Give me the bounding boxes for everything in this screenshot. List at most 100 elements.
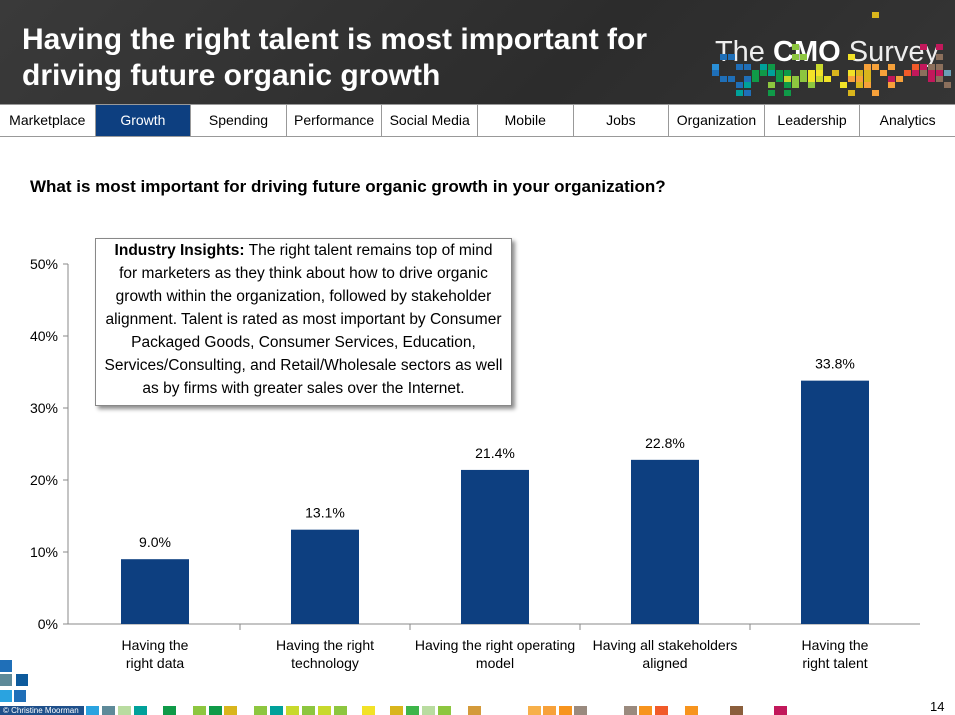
logo-pixel bbox=[864, 64, 871, 70]
logo-pixel bbox=[936, 70, 943, 76]
logo-pixel bbox=[856, 70, 863, 76]
logo-pixel bbox=[936, 76, 943, 82]
decor-square bbox=[209, 706, 222, 715]
decor-square bbox=[16, 674, 28, 686]
logo-pixel bbox=[936, 64, 943, 70]
decor-square bbox=[270, 706, 283, 715]
decor-square bbox=[318, 706, 331, 715]
logo-pixel bbox=[920, 64, 927, 70]
logo-pixel bbox=[944, 70, 951, 76]
logo-pixel bbox=[744, 90, 751, 96]
logo-pixel bbox=[808, 70, 815, 76]
data-label: 22.8% bbox=[645, 435, 685, 451]
logo-pixel bbox=[800, 54, 807, 60]
logo-pixel bbox=[720, 76, 727, 82]
decor-square bbox=[438, 706, 451, 715]
logo-pixel bbox=[784, 90, 791, 96]
x-category-label: Having the right technology bbox=[276, 637, 374, 671]
logo-pixel bbox=[864, 82, 871, 88]
data-label: 13.1% bbox=[305, 505, 345, 521]
bar bbox=[631, 459, 699, 624]
logo-pixel bbox=[768, 90, 775, 96]
decor-square bbox=[254, 706, 267, 715]
logo-pixel bbox=[760, 64, 767, 70]
logo-pixel bbox=[744, 64, 751, 70]
tab-mobile[interactable]: Mobile bbox=[478, 105, 574, 136]
logo-pixel bbox=[824, 76, 831, 82]
decor-square bbox=[224, 706, 237, 715]
header: Having the right talent is most importan… bbox=[0, 0, 955, 104]
logo-pixel bbox=[752, 76, 759, 82]
y-tick-label: 10% bbox=[30, 544, 58, 560]
decor-square bbox=[528, 706, 541, 715]
logo-pixel bbox=[768, 82, 775, 88]
logo-pixel bbox=[712, 64, 719, 70]
logo-pixel bbox=[776, 70, 783, 76]
decor-square bbox=[102, 706, 115, 715]
logo-pixel bbox=[800, 70, 807, 76]
logo-pixel bbox=[784, 76, 791, 82]
bar bbox=[291, 529, 359, 624]
decor-square bbox=[468, 706, 481, 715]
logo-pixel bbox=[816, 70, 823, 76]
logo-pixel bbox=[888, 82, 895, 88]
logo-pixel bbox=[872, 90, 879, 96]
logo-pixel bbox=[744, 76, 751, 82]
logo-pixel bbox=[904, 70, 911, 76]
tab-jobs[interactable]: Jobs bbox=[574, 105, 670, 136]
decor-square bbox=[302, 706, 315, 715]
data-label: 21.4% bbox=[475, 445, 515, 461]
tab-spending[interactable]: Spending bbox=[191, 105, 287, 136]
data-label: 9.0% bbox=[139, 534, 171, 550]
logo-pixel bbox=[808, 82, 815, 88]
decor-square bbox=[390, 706, 403, 715]
logo-pixel bbox=[800, 76, 807, 82]
page-title: Having the right talent is most importan… bbox=[22, 23, 648, 92]
logo-pixel bbox=[736, 82, 743, 88]
logo-pixel bbox=[880, 70, 887, 76]
logo-pixel bbox=[792, 44, 799, 50]
y-tick-label: 0% bbox=[38, 616, 58, 632]
insight-label: Industry Insights: bbox=[114, 242, 245, 259]
logo-pixel bbox=[736, 64, 743, 70]
page-number: 14 bbox=[930, 699, 945, 714]
tab-analytics[interactable]: Analytics bbox=[879, 112, 936, 128]
tab-marketplace[interactable]: Marketplace bbox=[0, 105, 96, 136]
bar bbox=[461, 469, 529, 624]
decor-square bbox=[0, 660, 12, 672]
logo-pixel bbox=[920, 70, 927, 76]
tab-social-media[interactable]: Social Media bbox=[382, 105, 478, 136]
decor-square bbox=[0, 674, 12, 686]
logo-pixel bbox=[728, 54, 735, 60]
logo-pixel bbox=[744, 82, 751, 88]
logo-pixel bbox=[856, 82, 863, 88]
logo-pixel bbox=[832, 70, 839, 76]
logo-pixel bbox=[872, 12, 879, 18]
logo-pixel bbox=[792, 54, 799, 60]
tab-growth[interactable]: Growth bbox=[95, 105, 192, 136]
logo-pixel bbox=[768, 70, 775, 76]
decor-square bbox=[774, 706, 787, 715]
tab-organization[interactable]: Organization bbox=[669, 105, 765, 136]
logo-pixel bbox=[752, 70, 759, 76]
y-tick-label: 40% bbox=[30, 328, 58, 344]
decor-square bbox=[685, 706, 698, 715]
x-category-label: Having the right data bbox=[122, 637, 189, 671]
logo-pixel bbox=[736, 90, 743, 96]
logo-pixel bbox=[864, 76, 871, 82]
decor-square bbox=[406, 706, 419, 715]
logo-pixel bbox=[784, 82, 791, 88]
decor-square bbox=[118, 706, 131, 715]
x-category-label: Having the right operating model bbox=[415, 637, 575, 671]
y-tick-label: 50% bbox=[30, 256, 58, 272]
logo-pixel bbox=[944, 82, 951, 88]
tab-performance[interactable]: Performance bbox=[287, 105, 383, 136]
decor-square bbox=[193, 706, 206, 715]
decor-square bbox=[0, 690, 12, 702]
x-category-label: Having the right talent bbox=[802, 637, 869, 671]
logo-pixel bbox=[864, 70, 871, 76]
decor-square bbox=[134, 706, 147, 715]
tab-leadership[interactable]: Leadership bbox=[765, 105, 861, 136]
decor-square bbox=[624, 706, 637, 715]
decor-square bbox=[730, 706, 743, 715]
